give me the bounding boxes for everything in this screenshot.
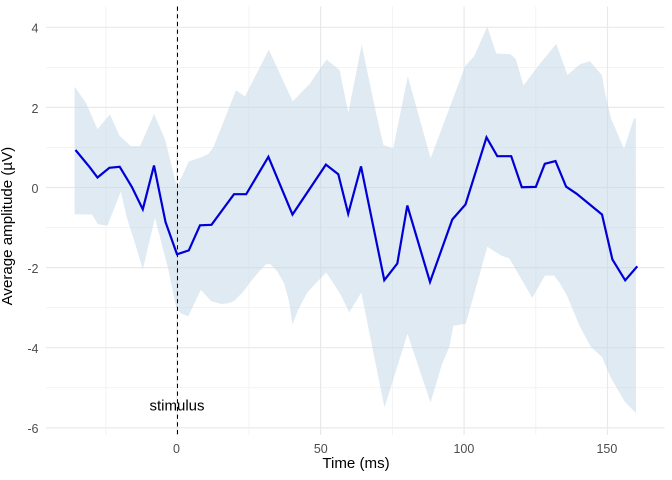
svg-text:Average amplitude (µV): Average amplitude (µV) [0,147,16,306]
svg-text:0: 0 [32,182,39,196]
svg-text:100: 100 [453,442,474,456]
svg-text:-4: -4 [27,342,38,356]
svg-text:2: 2 [32,102,39,116]
svg-text:0: 0 [173,442,180,456]
svg-text:150: 150 [596,442,617,456]
svg-text:stimulus: stimulus [149,398,204,415]
svg-text:-6: -6 [27,422,38,436]
svg-text:4: 4 [32,22,39,36]
svg-text:-2: -2 [27,262,38,276]
svg-text:50: 50 [314,442,328,456]
svg-text:Time (ms): Time (ms) [322,455,389,472]
